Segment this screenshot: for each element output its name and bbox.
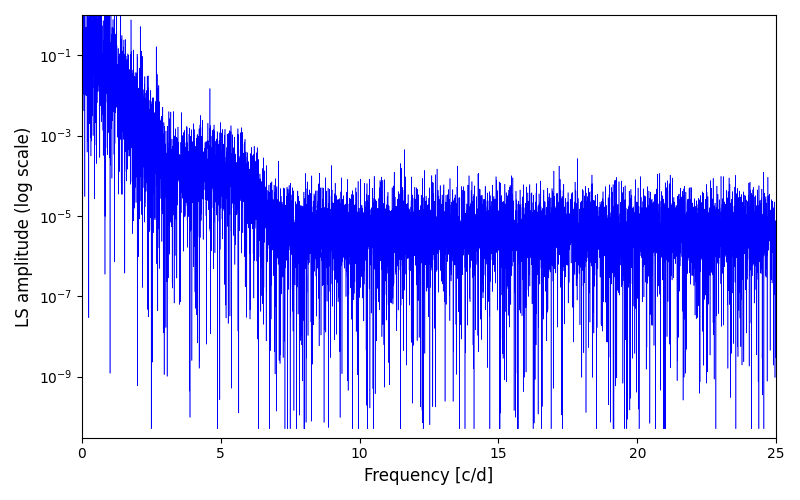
Y-axis label: LS amplitude (log scale): LS amplitude (log scale) [15,126,33,326]
X-axis label: Frequency [c/d]: Frequency [c/d] [364,467,494,485]
